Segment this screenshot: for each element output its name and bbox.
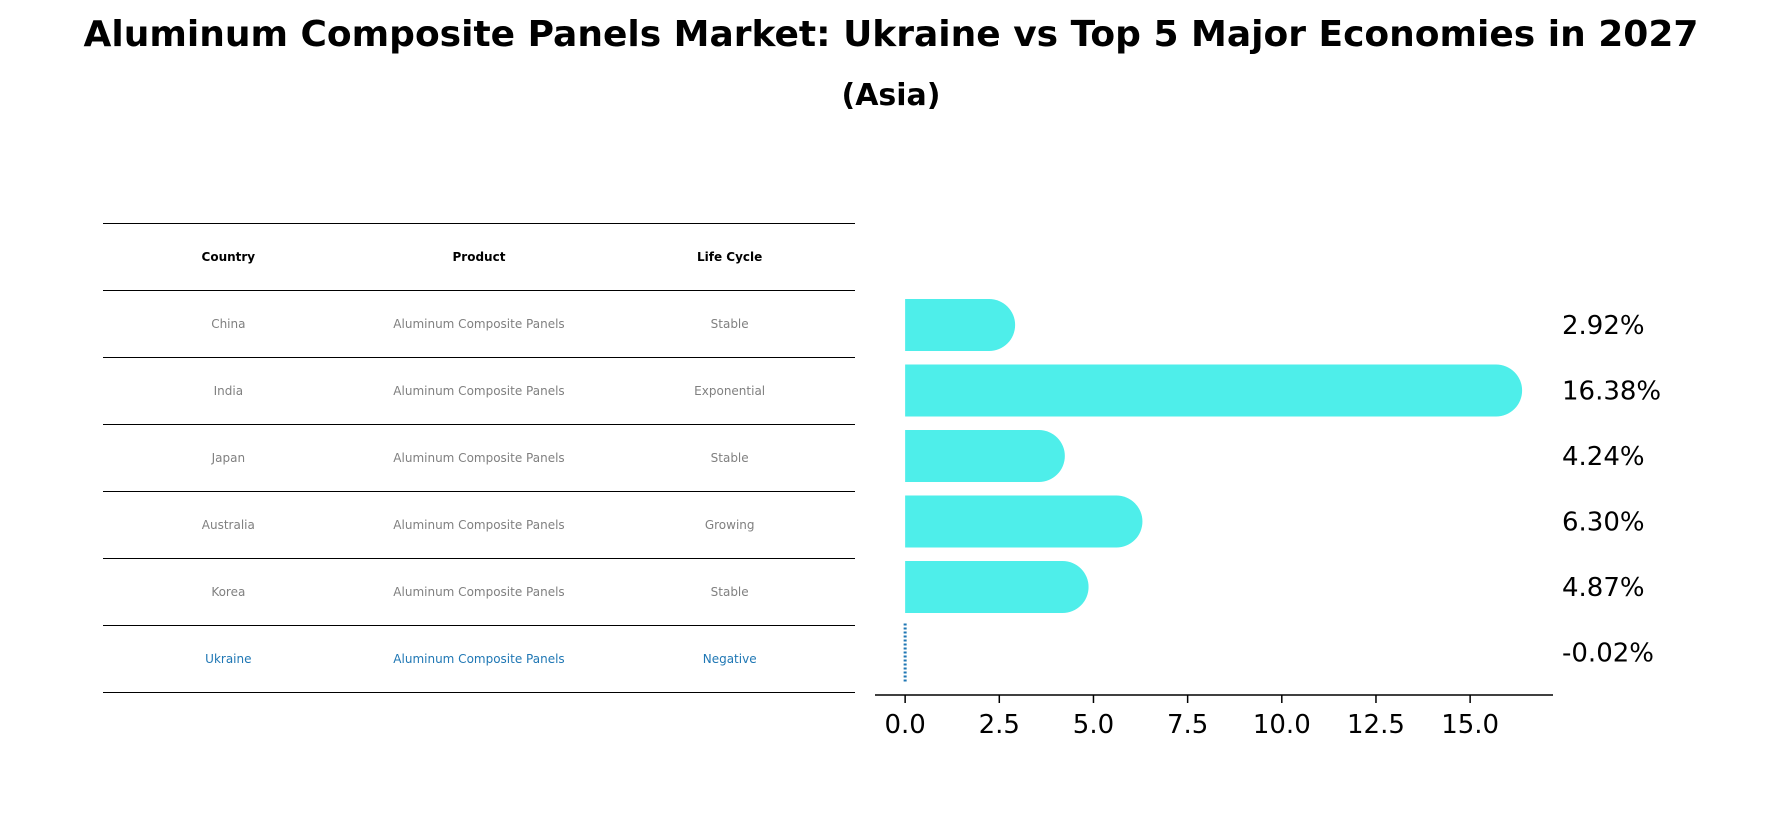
chart-subtitle: (Asia) [841, 78, 941, 113]
value-label: -0.02% [1562, 639, 1654, 669]
x-tick-label: 2.5 [979, 710, 1020, 740]
value-label: 4.24% [1562, 442, 1645, 472]
cell-product: Aluminum Composite Panels [353, 491, 605, 559]
cell-life-cycle: Negative [604, 625, 855, 693]
value-label: 4.87% [1562, 573, 1645, 603]
cell-life-cycle: Stable [604, 290, 855, 358]
table-row: India Aluminum Composite Panels Exponent… [103, 357, 855, 425]
x-tick-label: 12.5 [1347, 710, 1405, 740]
cell-country: Australia [103, 491, 354, 559]
table-row: Japan Aluminum Composite Panels Stable [103, 424, 855, 492]
x-tick-label: 0.0 [884, 710, 925, 740]
cell-product: Aluminum Composite Panels [353, 625, 605, 693]
table-row: Korea Aluminum Composite Panels Stable [103, 558, 855, 626]
cell-country: India [103, 357, 354, 425]
header-country: Country [103, 223, 354, 291]
x-tick-label: 5.0 [1073, 710, 1114, 740]
cell-life-cycle: Exponential [604, 357, 855, 425]
cell-product: Aluminum Composite Panels [353, 290, 605, 358]
data-table: Country Product Life Cycle China Aluminu… [103, 223, 855, 693]
table-row: China Aluminum Composite Panels Stable [103, 290, 855, 358]
x-tick-label: 15.0 [1441, 710, 1499, 740]
cell-product: Aluminum Composite Panels [353, 424, 605, 492]
value-label: 2.92% [1562, 311, 1645, 341]
cell-life-cycle: Stable [604, 424, 855, 492]
table-header-row: Country Product Life Cycle [103, 223, 855, 291]
value-label: 6.30% [1562, 508, 1645, 538]
cell-product: Aluminum Composite Panels [353, 357, 605, 425]
bar-japan [905, 430, 1065, 482]
cell-country: China [103, 290, 354, 358]
bar-australia [905, 495, 1143, 548]
value-label: 16.38% [1562, 377, 1661, 407]
cell-life-cycle: Growing [604, 491, 855, 559]
bar-china [905, 299, 1016, 351]
cell-product: Aluminum Composite Panels [353, 558, 605, 626]
bar-korea [905, 561, 1089, 613]
bar-india [905, 364, 1523, 417]
header-product: Product [353, 223, 605, 291]
table-row: Australia Aluminum Composite Panels Grow… [103, 491, 855, 559]
cell-life-cycle: Stable [604, 558, 855, 626]
cell-country: Japan [103, 424, 354, 492]
header-life-cycle: Life Cycle [604, 223, 855, 291]
chart-title: Aluminum Composite Panels Market: Ukrain… [83, 14, 1699, 55]
cell-country: Korea [103, 558, 354, 626]
cell-country: Ukraine [103, 625, 354, 693]
x-tick-label: 10.0 [1253, 710, 1311, 740]
table-row-highlighted: Ukraine Aluminum Composite Panels Negati… [103, 625, 855, 693]
x-tick-label: 7.5 [1167, 710, 1208, 740]
